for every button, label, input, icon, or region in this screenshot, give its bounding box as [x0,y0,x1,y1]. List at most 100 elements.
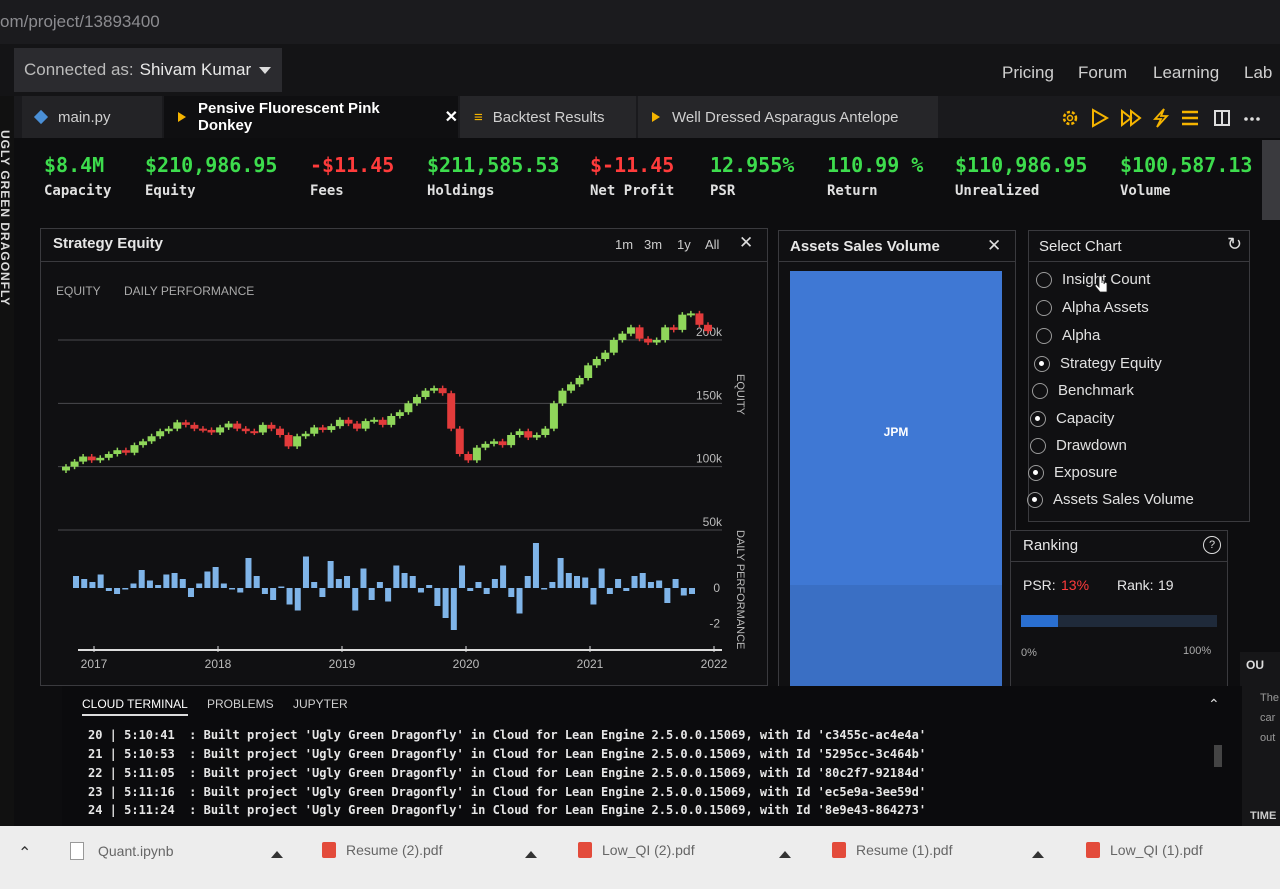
performance-bar [155,585,162,588]
download-menu-icon[interactable] [779,851,791,858]
address-bar[interactable]: om/project/13893400 [0,0,1280,44]
play-icon [178,112,186,122]
range-1m[interactable]: 1m [615,237,634,252]
range-all[interactable]: All [705,237,720,252]
nav-link-forum[interactable]: Forum [1078,63,1128,82]
stat-capacity: $8.4M Capacity [44,153,111,199]
play-icon[interactable] [1092,108,1110,128]
candle [481,443,490,448]
candle [464,454,473,461]
chart-option-drawdown[interactable]: Drawdown [1030,437,1127,454]
refresh-icon[interactable]: ↻ [1227,234,1243,254]
fast-forward-icon[interactable] [1121,108,1142,128]
candle [438,388,447,394]
file-icon [70,842,84,860]
subtab-daily-performance[interactable]: DAILY PERFORMANCE [124,284,255,298]
terminal-scrollbar[interactable] [1214,745,1222,767]
performance-bar [689,588,695,594]
close-icon[interactable]: ✕ [987,236,1002,255]
performance-bar [81,579,88,588]
performance-bar [335,579,342,588]
output-line: out [1260,732,1276,744]
chart-option-insight-count[interactable]: Insight Count [1036,271,1150,288]
stat-label: Net Profit [590,183,675,199]
download-item[interactable]: Resume (1).pdf [832,842,952,858]
candle [541,428,550,435]
nav-link-learning[interactable]: Learning [1153,63,1220,82]
chart-option-alpha[interactable]: Alpha [1036,327,1100,344]
tab-jupyter[interactable]: JUPYTER [293,697,348,711]
download-item[interactable]: Resume (2).pdf [322,842,442,858]
candle [498,441,507,446]
candle [626,327,635,334]
chart-option-assets-sales-volume[interactable]: Assets Sales Volume [1027,491,1194,508]
performance-bar [656,580,663,588]
candle [224,423,233,428]
download-menu-icon[interactable] [271,851,283,858]
candle [490,441,498,444]
list-icon: ≡ [474,108,483,126]
download-menu-icon[interactable] [525,851,537,858]
nav-link-lab[interactable]: Lab [1244,63,1273,82]
range-3m[interactable]: 3m [644,237,663,252]
candle [395,412,404,416]
collapse-icon[interactable]: ⌃ [1208,696,1220,712]
stat-fees: -$11.45 Fees [310,153,394,199]
chart-option-benchmark[interactable]: Benchmark [1032,382,1134,399]
candle [370,419,379,422]
performance-bar [253,576,260,588]
nav-link-pricing[interactable]: Pricing [1002,63,1054,82]
scrollbar[interactable] [1262,140,1280,220]
candle [455,428,464,454]
output-line: The [1260,692,1279,704]
stat-value: $210,986.95 [145,153,278,177]
performance-bar [171,573,178,588]
chart-option-alpha-assets[interactable]: Alpha Assets [1036,299,1149,316]
candle [139,441,148,446]
tab-well-dressed-asparagus-antelope[interactable]: Well Dressed Asparagus Antelope [638,96,938,138]
candle [635,327,644,339]
subtab-equity[interactable]: EQUITY [56,284,101,298]
candle [344,419,353,424]
performance-bar [524,576,531,588]
candle [669,327,678,330]
candle [704,324,712,332]
tab-backtest-results[interactable]: ≡ Backtest Results [460,96,636,138]
download-item[interactable]: Quant.ipynb [70,842,174,860]
close-icon[interactable]: ✕ [739,233,754,252]
chart-option-capacity[interactable]: Capacity [1030,410,1114,427]
download-item[interactable]: Low_QI (2).pdf [578,842,695,858]
radio-icon [1032,382,1048,399]
tab-label: Backtest Results [492,108,605,126]
chart-option-strategy-equity[interactable]: Strategy Equity [1034,355,1162,372]
performance-bar [163,574,170,588]
tab-pensive-fluorescent-pink-donkey[interactable]: Pensive Fluorescent Pink Donkey ✕ [164,96,458,138]
help-icon[interactable]: ? [1203,536,1221,554]
candle [79,456,88,462]
split-view-icon[interactable] [1214,110,1230,126]
range-1y[interactable]: 1y [677,237,691,252]
tab-main-py[interactable]: main.py [22,96,162,138]
chart-option-exposure[interactable]: Exposure [1028,464,1117,481]
tab-cloud-terminal[interactable]: CLOUD TERMINAL [82,697,188,716]
x-tick-label: 2019 [329,657,356,671]
chevron-up-icon[interactable]: ⌃ [18,845,32,862]
candle [686,313,695,316]
list-icon[interactable] [1182,110,1198,126]
download-item[interactable]: Low_QI (1).pdf [1086,842,1203,858]
x-tick-label: 2022 [701,657,728,671]
candle [695,313,704,325]
sales-volume-bar[interactable]: JPM [790,271,1002,689]
close-icon[interactable]: ✕ [444,109,458,126]
play-icon [652,112,660,122]
lightning-icon[interactable] [1152,108,1170,128]
candle [524,431,533,438]
performance-bar [311,582,318,588]
more-icon[interactable] [1244,117,1260,121]
panel-title: Select Chart [1039,238,1122,255]
gear-icon[interactable] [1062,110,1078,126]
candle [147,436,156,442]
tab-problems[interactable]: PROBLEMS [207,697,274,711]
account-menu[interactable]: Connected as: Shivam Kumar [14,48,282,92]
download-menu-icon[interactable] [1032,851,1044,858]
